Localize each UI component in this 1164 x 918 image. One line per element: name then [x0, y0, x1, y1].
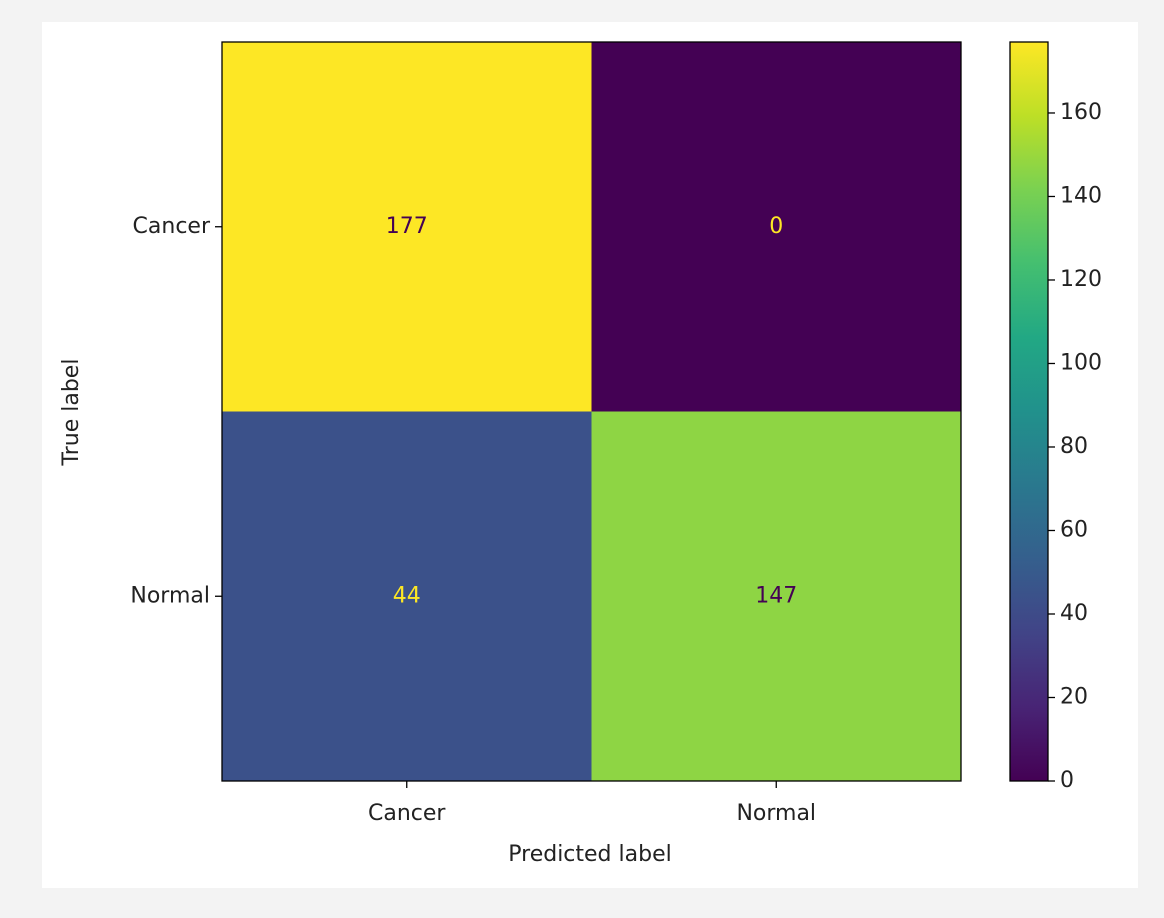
colorbar-tick-label: 60: [1060, 517, 1088, 542]
plot-frame: [221, 41, 962, 782]
cell: [591, 411, 962, 782]
x-axis-label: Predicted label: [508, 842, 671, 867]
cell: [222, 42, 592, 412]
y-tick-label: Normal: [130, 583, 210, 608]
colorbar-tick-label: 100: [1060, 350, 1102, 375]
colorbar-tick-label: 120: [1060, 267, 1102, 292]
cell: [222, 411, 592, 782]
cell-label: 44: [393, 583, 421, 608]
cell-label: 147: [755, 583, 797, 608]
colorbar-tick-label: 160: [1060, 100, 1102, 125]
x-tick-label: Normal: [736, 801, 816, 826]
cell: [591, 42, 962, 412]
cell-label: 0: [769, 214, 783, 239]
cell-label: 177: [386, 214, 428, 239]
colorbar: [1009, 41, 1049, 782]
y-axis-label: True label: [59, 359, 84, 467]
y-tick-label: Cancer: [133, 214, 211, 239]
colorbar-tick-label: 140: [1060, 183, 1102, 208]
x-tick-label: Cancer: [368, 801, 446, 826]
colorbar-tick-label: 0: [1060, 768, 1074, 793]
colorbar-tick-label: 40: [1060, 601, 1088, 626]
colorbar-tick-label: 80: [1060, 434, 1088, 459]
colorbar-tick-label: 20: [1060, 684, 1088, 709]
